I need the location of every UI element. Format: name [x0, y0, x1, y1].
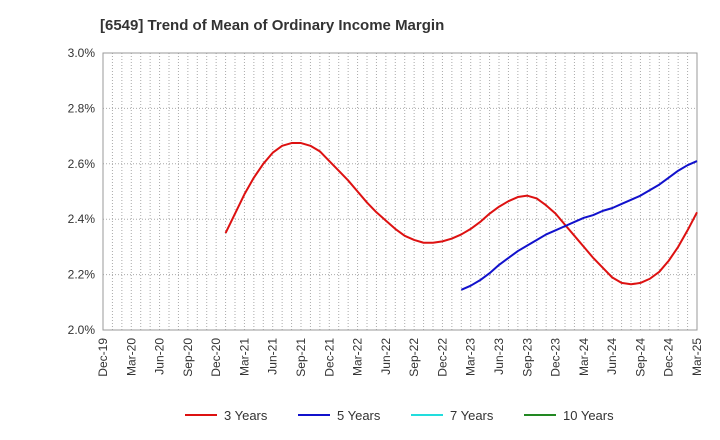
legend-label: 7 Years: [450, 408, 494, 423]
series-line-5-years: [460, 160, 698, 291]
x-tick-label: Mar-21: [237, 338, 251, 376]
y-tick-label: 2.4%: [68, 212, 96, 226]
grid: [102, 52, 698, 331]
x-tick-label: Dec-20: [209, 338, 223, 377]
legend-label: 3 Years: [224, 408, 268, 423]
series-lines: [224, 142, 698, 291]
x-tick-label: Mar-24: [577, 338, 591, 376]
legend-label: 5 Years: [337, 408, 381, 423]
legend-item: 3 Years: [185, 408, 268, 423]
x-tick-label: Dec-21: [322, 338, 336, 377]
x-tick-label: Jun-22: [379, 338, 393, 375]
x-tick-label: Dec-22: [435, 338, 449, 377]
x-tick-label: Jun-21: [266, 338, 280, 375]
y-tick-label: 3.0%: [68, 46, 96, 60]
y-tick-label: 2.0%: [68, 323, 96, 337]
x-tick-label: Dec-24: [662, 338, 676, 377]
x-tick-label: Sep-24: [633, 338, 647, 377]
y-axis-ticks: 2.0% 2.2% 2.4% 2.6% 2.8% 3.0%: [68, 46, 96, 337]
x-tick-label: Mar-22: [351, 338, 365, 376]
x-tick-label: Dec-23: [549, 338, 563, 377]
chart-title: [6549] Trend of Mean of Ordinary Income …: [100, 17, 444, 34]
y-tick-label: 2.8%: [68, 101, 96, 115]
legend-item: 5 Years: [298, 408, 381, 423]
x-tick-label: Mar-25: [690, 338, 704, 376]
x-tick-label: Dec-19: [96, 338, 110, 377]
legend-item: 7 Years: [411, 408, 494, 423]
x-tick-label: Jun-23: [492, 338, 506, 375]
x-tick-label: Mar-23: [464, 338, 478, 376]
x-tick-label: Sep-23: [520, 338, 534, 377]
legend-label: 10 Years: [563, 408, 614, 423]
x-tick-label: Sep-21: [294, 338, 308, 377]
y-tick-label: 2.6%: [68, 157, 96, 171]
x-tick-label: Jun-20: [153, 338, 167, 375]
x-axis-ticks: Dec-19 Mar-20 Jun-20 Sep-20 Dec-20 Mar-21 Jun-…: [96, 338, 704, 377]
y-tick-label: 2.2%: [68, 268, 96, 282]
x-tick-label: Sep-22: [407, 338, 421, 377]
plot-area: [102, 52, 698, 331]
x-tick-label: Jun-24: [605, 338, 619, 375]
series-line-3-years: [224, 142, 698, 286]
legend: 3 Years 5 Years 7 Years 10 Years: [185, 408, 614, 423]
x-tick-label: Mar-20: [124, 338, 138, 376]
x-tick-label: Sep-20: [181, 338, 195, 377]
legend-item: 10 Years: [524, 408, 614, 423]
